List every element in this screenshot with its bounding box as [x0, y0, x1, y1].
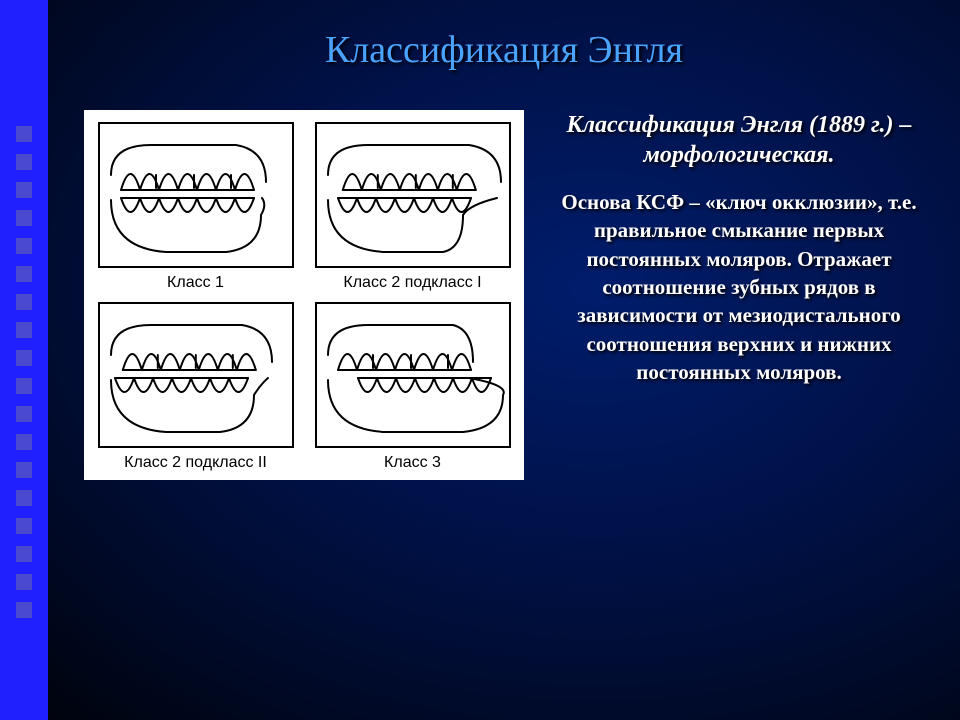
figure-panel: Класс 2 подкласс II [92, 300, 299, 472]
slide-main: Классификация Энгля Класс 1 Класс 2 подкл… [48, 0, 960, 720]
figure-panel: Класс 2 подкласс I [309, 120, 516, 292]
sidebar-decor-square [16, 238, 32, 254]
occlusion-diagram-icon [313, 120, 513, 270]
sidebar-decor-square [16, 434, 32, 450]
occlusion-diagram-icon [96, 120, 296, 270]
slide-text: Классификация Энгля (1889 г.) – морфолог… [554, 110, 924, 480]
sidebar-decor-square [16, 154, 32, 170]
sidebar-decor-square [16, 490, 32, 506]
sidebar-decor-square [16, 294, 32, 310]
sidebar-decor-square [16, 350, 32, 366]
figure-grid: Класс 1 Класс 2 подкласс I Класс 2 подклас… [92, 120, 516, 472]
sidebar-decor-square [16, 322, 32, 338]
panel-caption: Класс 2 подкласс I [343, 274, 481, 292]
sidebar-decor-square [16, 126, 32, 142]
occlusion-diagram-icon [96, 300, 296, 450]
sidebar-decor-square [16, 546, 32, 562]
occlusion-diagram-icon [313, 300, 513, 450]
panel-caption: Класс 2 подкласс II [124, 454, 267, 472]
sidebar-decor-square [16, 182, 32, 198]
occlusion-figure: Класс 1 Класс 2 подкласс I Класс 2 подклас… [84, 110, 524, 480]
slide-subtitle: Классификация Энгля (1889 г.) – морфолог… [554, 110, 924, 170]
slide-title: Классификация Энгля [84, 28, 924, 72]
sidebar-decor-square [16, 518, 32, 534]
figure-panel: Класс 3 [309, 300, 516, 472]
slide-body: Основа КСФ – «ключ окклюзии», т.е. прави… [554, 188, 924, 386]
slide-content: Класс 1 Класс 2 подкласс I Класс 2 подклас… [84, 110, 924, 480]
panel-caption: Класс 1 [167, 274, 224, 292]
sidebar-decor-square [16, 574, 32, 590]
sidebar-decor-square [16, 378, 32, 394]
sidebar-decor-square [16, 266, 32, 282]
figure-panel: Класс 1 [92, 120, 299, 292]
sidebar-decor-square [16, 210, 32, 226]
decorative-sidebar [0, 0, 48, 720]
sidebar-decor-square [16, 462, 32, 478]
sidebar-decor-square [16, 602, 32, 618]
sidebar-decor-square [16, 406, 32, 422]
panel-caption: Класс 3 [384, 454, 441, 472]
